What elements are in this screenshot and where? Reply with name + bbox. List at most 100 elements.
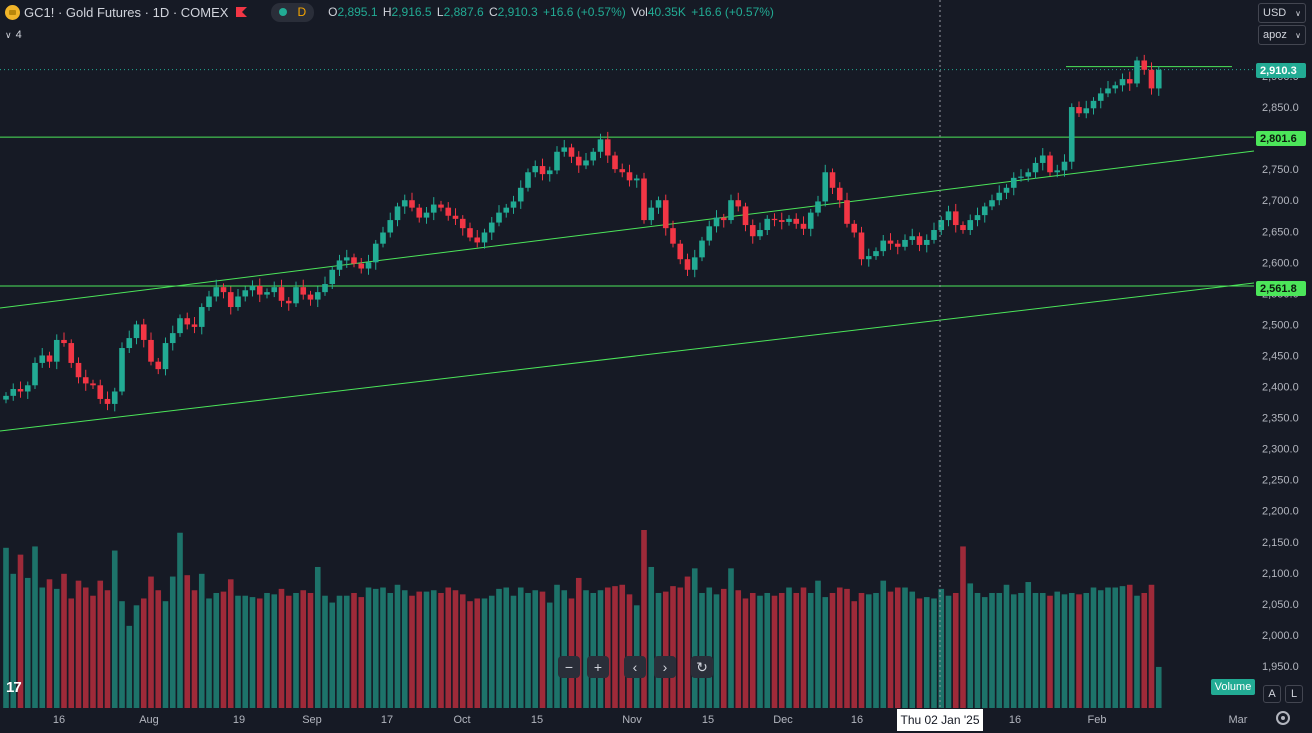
- candle-body: [771, 218, 778, 221]
- volume-bar: [380, 587, 386, 708]
- symbol-title[interactable]: GC1! · Gold Futures · 1D · COMEX: [24, 4, 229, 20]
- volume-bar: [459, 594, 466, 708]
- scroll-left-button[interactable]: ‹: [624, 656, 646, 678]
- candle-body: [1061, 161, 1068, 171]
- volume-bar: [82, 587, 89, 708]
- market-open-dot-icon: [279, 8, 288, 16]
- candle-body: [1047, 155, 1053, 173]
- y-tick-label: 2,350.0: [1262, 413, 1299, 425]
- volume-bar: [177, 532, 183, 708]
- candle-body: [561, 147, 568, 152]
- volume-bar: [409, 595, 415, 708]
- candle-body: [945, 211, 952, 221]
- volume-bar: [285, 595, 292, 708]
- y-tick-label: 2,050.0: [1262, 599, 1299, 611]
- candle-body: [1126, 79, 1133, 84]
- volume-bar: [532, 590, 539, 708]
- volume-bar: [865, 594, 872, 708]
- candle-body: [713, 217, 720, 227]
- flag-icon[interactable]: [236, 7, 248, 17]
- tradingview-logo-icon[interactable]: 17: [6, 679, 22, 696]
- indicators-toggle[interactable]: ∨ 4: [5, 27, 32, 43]
- volume-bar: [713, 594, 720, 708]
- gold-symbol-icon[interactable]: [5, 4, 20, 20]
- candle-body: [612, 155, 618, 170]
- x-tick-label: Mar: [1229, 714, 1248, 726]
- volume-bar: [329, 602, 336, 708]
- chart-header: GC1! · Gold Futures · 1D · COMEX D O2,89…: [0, 0, 776, 24]
- candle-body: [851, 223, 858, 233]
- settings-gear-icon[interactable]: [1276, 711, 1290, 725]
- candle-body: [844, 200, 850, 224]
- candle-body: [677, 243, 684, 260]
- volume-bar: [1119, 586, 1126, 708]
- y-tick-label: 2,000.0: [1262, 630, 1299, 642]
- volume-bar: [133, 605, 140, 708]
- candle-body: [626, 172, 633, 181]
- candle-body: [960, 225, 966, 231]
- candle-body: [496, 212, 502, 223]
- volume-bar: [981, 597, 988, 708]
- candle-body: [17, 389, 24, 392]
- resistance-price-label[interactable]: 2,801.6: [1256, 131, 1306, 146]
- indicators-count: 4: [15, 29, 22, 41]
- candle-body: [619, 169, 626, 173]
- candle-body: [916, 236, 923, 245]
- log-scale-button[interactable]: L: [1285, 685, 1303, 703]
- candle-body: [97, 385, 104, 399]
- candle-body: [300, 287, 307, 295]
- volume-bar: [583, 590, 589, 708]
- volume-bar: [923, 597, 930, 708]
- candles: [3, 54, 1162, 412]
- volume-bar: [938, 588, 945, 708]
- candle-body: [873, 251, 879, 257]
- volume-bar: [1105, 587, 1111, 708]
- volume-bar: [778, 592, 785, 708]
- volume-change-value: +16.6 (+0.57%): [691, 5, 774, 19]
- reset-chart-button[interactable]: ↻: [691, 656, 713, 678]
- candle-body: [177, 318, 183, 334]
- candle-body: [1083, 108, 1090, 114]
- volume-bar: [909, 591, 916, 708]
- crosshair-date-label: Thu 02 Jan '25: [897, 709, 983, 731]
- candle-body: [467, 228, 473, 238]
- volume-bar: [358, 597, 365, 708]
- upper-trendline: [0, 150, 1255, 309]
- candle-body: [1097, 93, 1104, 101]
- zoom-in-button[interactable]: +: [587, 656, 609, 678]
- volume-bar: [438, 592, 444, 708]
- candle-body: [1010, 177, 1017, 188]
- candle-body: [749, 225, 756, 237]
- candle-body: [155, 361, 162, 370]
- volume-bar: [17, 554, 24, 708]
- volume-bar: [1126, 584, 1133, 708]
- candle-body: [32, 362, 38, 386]
- volume-bar: [169, 576, 176, 708]
- volume-bar: [278, 588, 285, 708]
- unit-select[interactable]: apoz ∨: [1258, 25, 1306, 45]
- candle-body: [198, 307, 205, 327]
- market-status[interactable]: D: [271, 2, 315, 22]
- volume-bar: [184, 575, 191, 708]
- drawing-lines: [0, 66, 1255, 432]
- x-tick-label: Sep: [302, 714, 322, 726]
- volume-bar: [786, 587, 792, 708]
- currency-select[interactable]: USD ∨: [1258, 3, 1306, 23]
- y-tick-label: 2,250.0: [1262, 475, 1299, 487]
- volume-bar: [343, 595, 350, 708]
- zoom-out-button[interactable]: −: [558, 656, 580, 678]
- candle-body: [604, 139, 611, 156]
- support-price-label[interactable]: 2,561.8: [1256, 281, 1306, 296]
- candle-body: [10, 389, 17, 396]
- volume-key: Vol: [631, 5, 648, 19]
- y-tick-label: 2,200.0: [1262, 506, 1299, 518]
- scroll-right-button[interactable]: ›: [654, 656, 676, 678]
- candle-body: [256, 285, 263, 295]
- auto-scale-button[interactable]: A: [1263, 685, 1281, 703]
- close-key: C: [488, 5, 498, 19]
- candle-body: [923, 239, 930, 245]
- candle-body: [807, 212, 814, 229]
- candle-body: [938, 220, 945, 231]
- volume-bar: [996, 592, 1003, 708]
